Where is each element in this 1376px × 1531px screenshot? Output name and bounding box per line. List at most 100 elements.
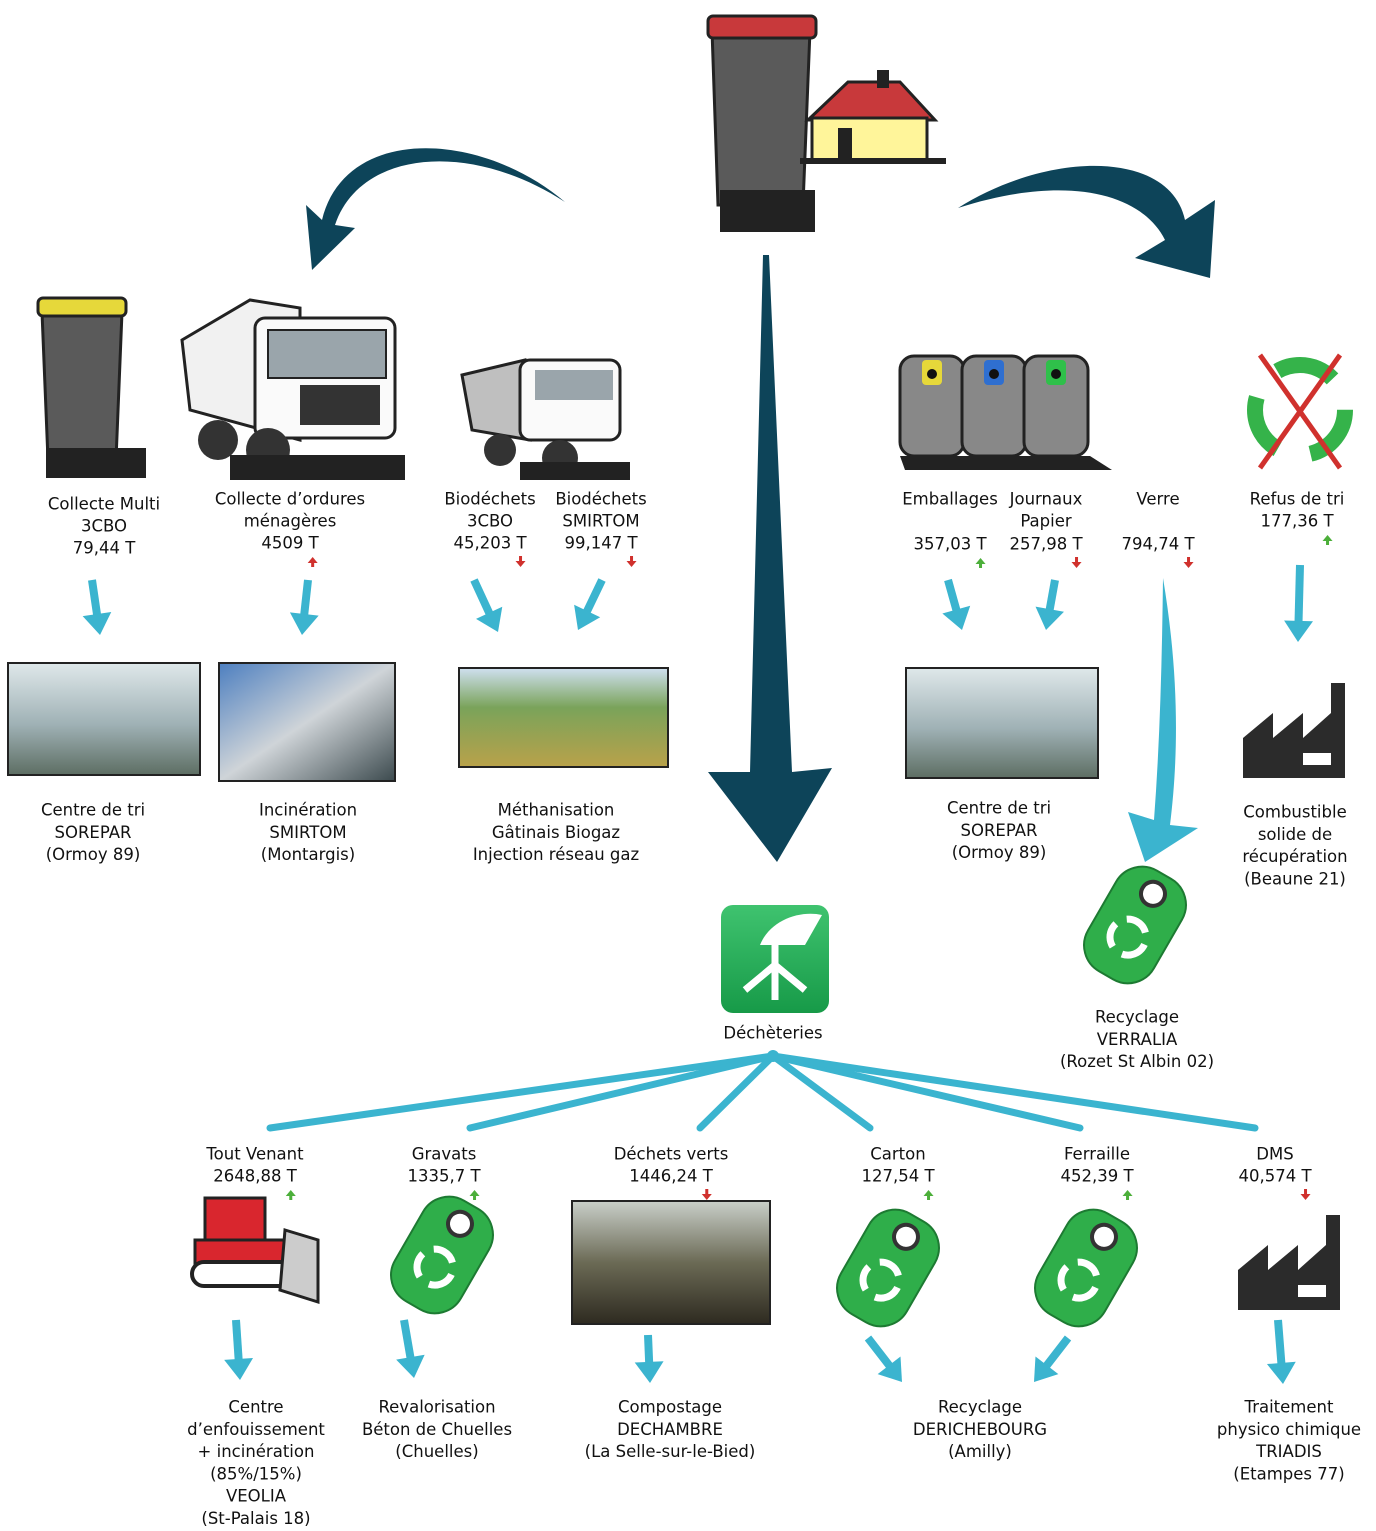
tag-body: [390, 1195, 494, 1315]
label-line: (Chuelles): [395, 1442, 478, 1461]
refused-icon: [1247, 353, 1353, 470]
label-line: 1446,24 T: [629, 1167, 713, 1186]
label-line: Compostage: [618, 1398, 722, 1417]
recycle-tag: [390, 1195, 494, 1315]
flow-arrow-head: [1266, 1361, 1296, 1384]
label-line: Biodéchets: [555, 490, 646, 509]
tag-hole: [446, 1209, 474, 1238]
trend-arrow: [469, 1190, 480, 1196]
label-line: Verre: [1136, 490, 1179, 509]
depot-icon: [721, 905, 829, 1013]
recycle-symbol: [1106, 915, 1150, 959]
label-line: (Etampes 77): [1233, 1464, 1344, 1483]
label-line: Emballages: [902, 490, 998, 509]
label-line: Collecte d’ordures: [215, 490, 365, 509]
label-line: (Amilly): [948, 1442, 1012, 1461]
factory-windows: [1298, 1285, 1326, 1297]
flow-arrow: [1128, 578, 1198, 862]
hub-links: [266, 1052, 1259, 1132]
label-line: Incinération: [259, 801, 357, 820]
label-line: 45,203 T: [453, 534, 527, 553]
flow-arrow-head: [877, 1356, 902, 1382]
recycle-symbol: [859, 1258, 903, 1302]
label-line: (Ormoy 89): [46, 845, 141, 864]
label-line: physico chimique: [1217, 1420, 1361, 1439]
label-line: (85%/15%): [210, 1464, 302, 1483]
label-line: (Montargis): [261, 845, 355, 864]
label-line: 177,36 T: [1260, 512, 1334, 531]
hub-node: [767, 1050, 779, 1062]
trend-arrow-stem: [473, 1194, 477, 1200]
photo-incinerator: [218, 662, 396, 782]
label-line: VERRALIA: [1097, 1030, 1178, 1049]
hub-label: Déchèteries: [723, 1024, 822, 1043]
trend-arrow-stem: [630, 556, 634, 562]
label-line: 357,03 T: [913, 535, 987, 554]
label-line: DMS: [1256, 1145, 1293, 1164]
garbage-truck: [180, 298, 405, 480]
label-line: récupération: [1242, 847, 1347, 866]
flow-arrow: [958, 165, 1215, 278]
trend-arrow: [307, 557, 318, 563]
trend-arrow-stem: [289, 1194, 293, 1200]
trend-arrow-stem: [1187, 557, 1191, 563]
label-line: Gravats: [412, 1145, 477, 1164]
label-line: 3CBO: [81, 517, 127, 536]
flow-arrow-head: [224, 1357, 254, 1380]
flow-arrow-head: [82, 612, 112, 635]
label-line: Tout Venant: [205, 1145, 304, 1164]
recycle-symbol: [1057, 1258, 1101, 1302]
photo-biogas: [458, 667, 669, 768]
photo-sorting: [7, 662, 201, 776]
label-line: Ferraille: [1064, 1145, 1130, 1164]
label-line: Refus de tri: [1250, 490, 1345, 509]
tag-hole: [1139, 879, 1167, 908]
house: [800, 70, 946, 164]
yellow-bin: [36, 296, 146, 478]
tag-hole: [892, 1222, 920, 1251]
trend-arrow: [1322, 535, 1333, 541]
label-line: (Rozet St Albin 02): [1060, 1052, 1214, 1071]
trend-arrow: [1071, 562, 1082, 568]
trend-arrow-stem: [519, 556, 523, 562]
label-line: (Beaune 21): [1244, 869, 1346, 888]
trend-arrow: [626, 561, 637, 567]
label-line: 79,44 T: [73, 539, 136, 558]
label-line: SMIRTOM: [269, 823, 346, 842]
recycle-symbol: [413, 1245, 457, 1289]
label-line: 4509 T: [261, 534, 319, 553]
label-line: Injection réseau gaz: [473, 845, 639, 864]
label-line: + incinération: [198, 1442, 315, 1461]
label-line: d’enfouissement: [187, 1420, 325, 1439]
label-line: Béton de Chuelles: [362, 1420, 512, 1439]
flow-arrow-head: [634, 1361, 664, 1383]
trend-arrow-stem: [311, 561, 315, 567]
factory-windows: [1303, 753, 1331, 765]
label-line: (Ormoy 89): [952, 843, 1047, 862]
trend-arrow-stem: [705, 1189, 709, 1195]
label-line: Recyclage: [938, 1398, 1022, 1417]
flow-arrow-head: [574, 604, 601, 630]
trend-arrow: [701, 1194, 712, 1200]
trend-arrow: [1300, 1194, 1311, 1200]
flow-arrow-head: [396, 1354, 425, 1378]
label-line: Centre de tri: [947, 799, 1051, 818]
tag-body: [836, 1208, 940, 1328]
label-line: Biodéchets: [444, 490, 535, 509]
label-line: Journaux: [1009, 490, 1083, 509]
trend-arrow-stem: [1126, 1194, 1130, 1200]
label-line: Combustible: [1243, 803, 1346, 822]
recycle-tag: [1034, 1208, 1138, 1328]
label-line: VEOLIA: [226, 1487, 287, 1506]
trend-arrow: [1122, 1190, 1133, 1196]
bulldozer: [190, 1196, 320, 1305]
label-line: Papier: [1020, 512, 1072, 531]
tag-body: [1034, 1208, 1138, 1328]
label-line: Gâtinais Biogaz: [492, 823, 620, 842]
trend-arrow: [923, 1190, 934, 1196]
trend-arrow-stem: [927, 1194, 931, 1200]
tag-hole: [1090, 1222, 1118, 1251]
label-line: Recyclage: [1095, 1008, 1179, 1027]
label-line: Carton: [870, 1145, 925, 1164]
